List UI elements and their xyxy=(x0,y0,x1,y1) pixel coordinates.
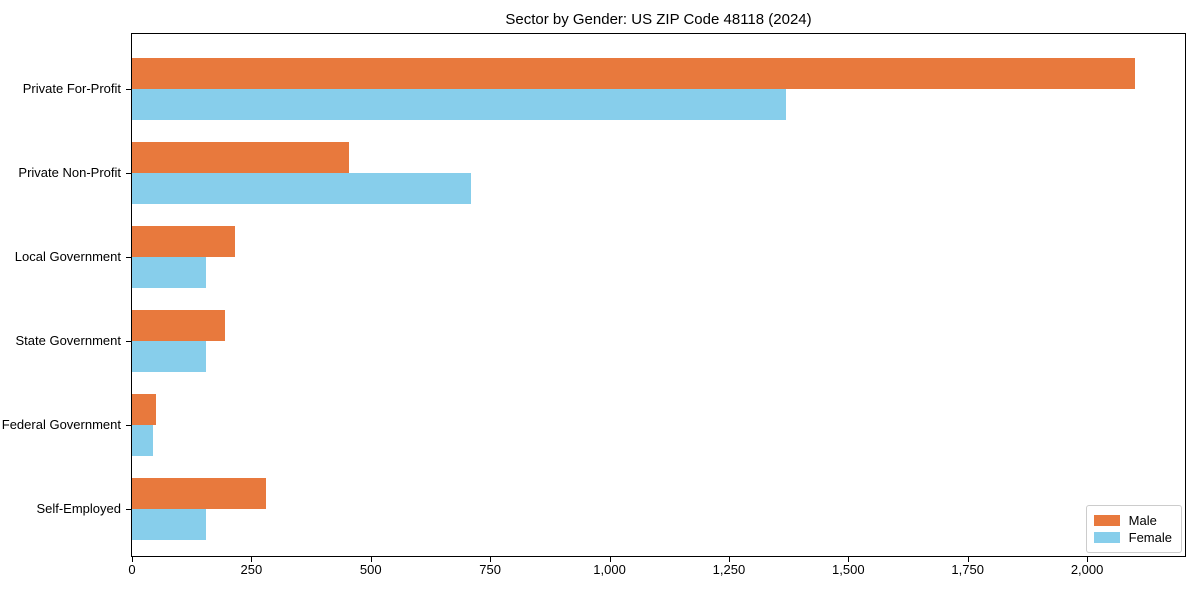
x-axis-tick-label: 1,250 xyxy=(712,562,746,577)
x-tick xyxy=(609,557,611,562)
bar-male-private-non-profit xyxy=(132,141,350,173)
female-color-swatch xyxy=(1093,532,1120,543)
x-tick xyxy=(848,557,850,562)
bar-female-private-non-profit xyxy=(132,172,472,204)
legend-label-male: Male xyxy=(1128,513,1157,528)
x-tick xyxy=(1087,557,1089,562)
x-tick xyxy=(490,557,492,562)
bar-female-private-for-profit xyxy=(132,89,787,120)
chart-title: Sector by Gender: US ZIP Code 48118 (202… xyxy=(505,11,812,28)
legend: Male Female xyxy=(1085,505,1182,553)
x-axis-tick-label: 750 xyxy=(479,562,502,577)
x-tick xyxy=(251,557,253,562)
x-axis-tick-label: 1,750 xyxy=(951,562,984,577)
plot-area: Male Female xyxy=(131,33,1186,557)
x-axis-tick-label: 1,500 xyxy=(832,562,865,577)
legend-item-female: Female xyxy=(1093,529,1172,546)
bar-male-federal-government xyxy=(132,393,156,425)
x-axis-tick-label: 0 xyxy=(128,562,136,577)
bar-male-local-government xyxy=(132,225,235,257)
y-tick xyxy=(126,340,131,342)
y-tick xyxy=(126,256,131,258)
y-axis-label-state-government: State Government xyxy=(15,332,122,348)
x-axis-tick-label: 500 xyxy=(359,562,382,577)
legend-label-female: Female xyxy=(1128,530,1172,545)
bar-male-self-employed xyxy=(132,477,266,509)
x-tick xyxy=(370,557,372,562)
y-tick xyxy=(126,508,131,510)
bar-female-local-government xyxy=(132,256,207,288)
bar-female-federal-government xyxy=(132,424,154,456)
bar-male-private-for-profit xyxy=(132,58,1135,89)
x-tick xyxy=(728,557,730,562)
y-tick xyxy=(126,424,131,426)
legend-item-male: Male xyxy=(1093,512,1172,529)
x-tick xyxy=(967,557,969,562)
y-axis-label-private-for-profit: Private For-Profit xyxy=(22,81,121,96)
y-axis-label-federal-government: Federal Government xyxy=(1,416,121,432)
y-tick xyxy=(126,89,131,90)
x-tick xyxy=(132,557,133,562)
x-axis-tick-label: 2,000 xyxy=(1070,562,1104,577)
bar-male-state-government xyxy=(132,309,226,341)
x-axis-tick-label: 250 xyxy=(240,562,263,577)
y-axis-label-private-non-profit: Private Non-Profit xyxy=(18,164,121,180)
bar-female-state-government xyxy=(132,340,207,372)
x-axis-tick-label: 1,000 xyxy=(593,562,626,577)
male-color-swatch xyxy=(1093,515,1120,526)
bar-female-self-employed xyxy=(132,508,207,540)
y-axis-label-local-government: Local Government xyxy=(14,248,121,264)
y-tick xyxy=(126,172,131,174)
y-axis-label-self-employed: Self-Employed xyxy=(36,500,121,516)
